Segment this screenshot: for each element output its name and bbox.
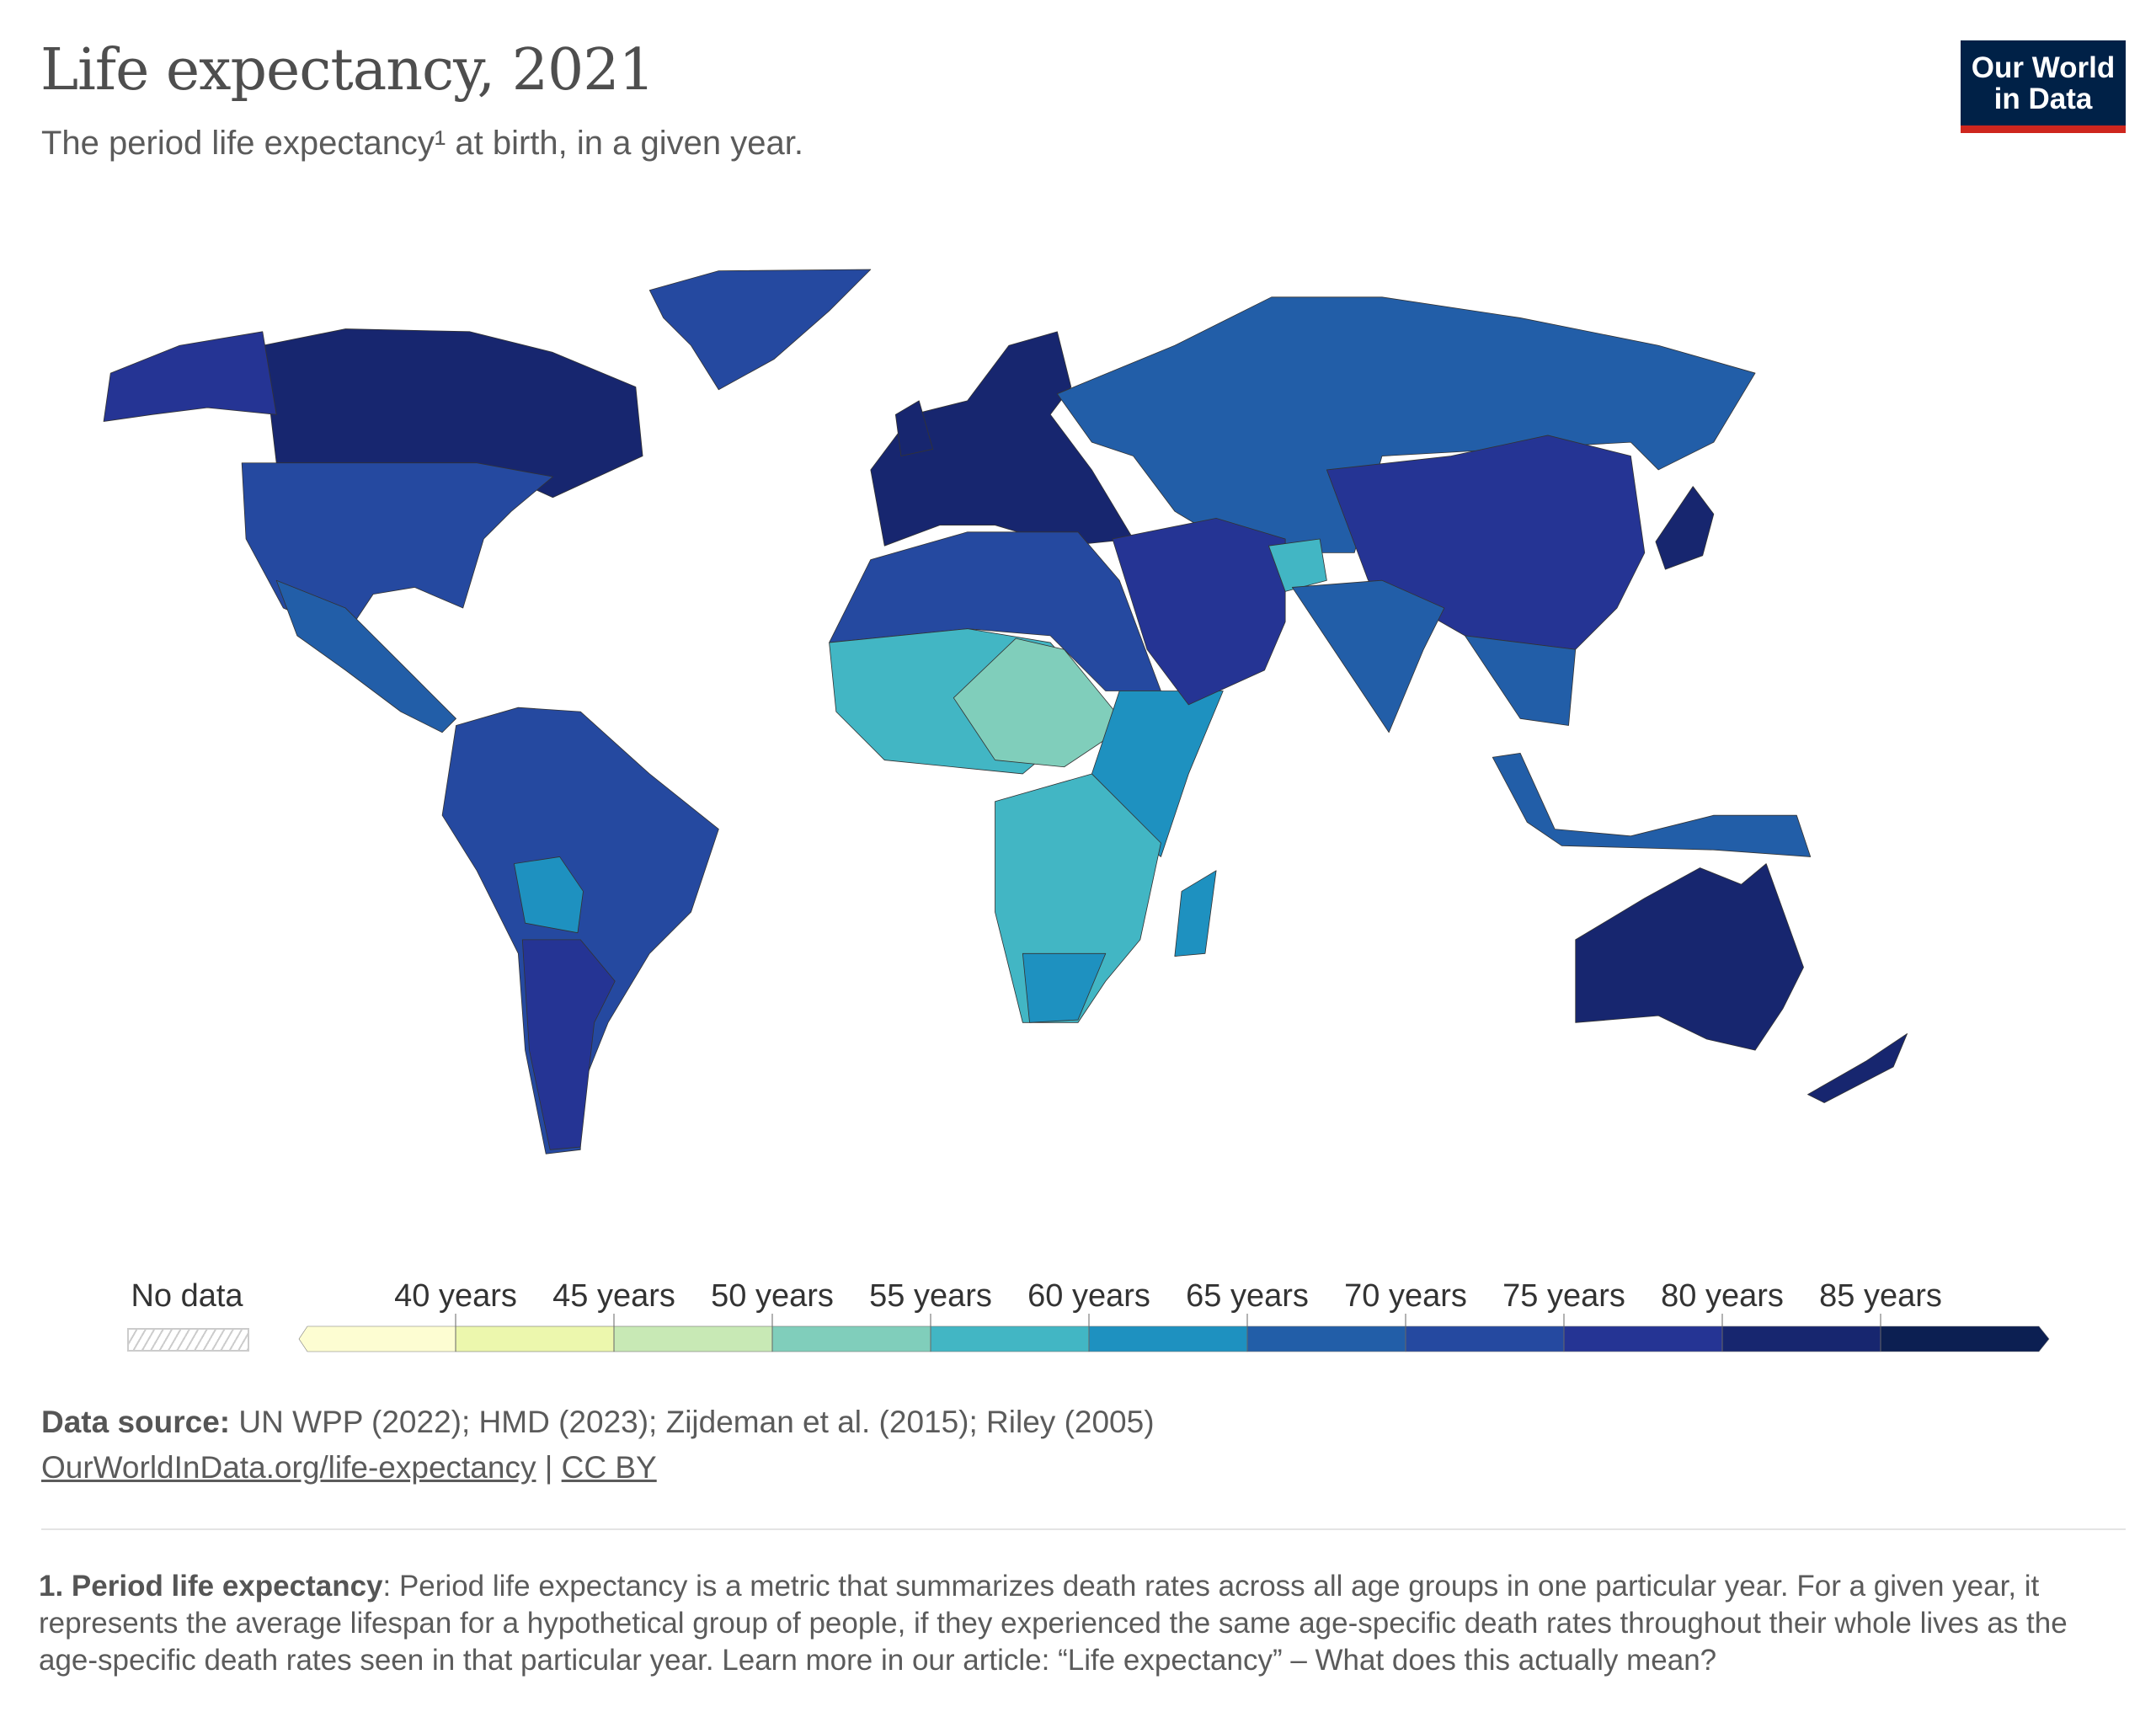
legend-bin-swatch[interactable] xyxy=(1721,1325,1881,1352)
legend-tick-label: 75 years xyxy=(1502,1278,1625,1314)
legend-tick-label: 40 years xyxy=(394,1278,517,1314)
license-link[interactable]: CC BY xyxy=(561,1450,657,1485)
link-separator: | xyxy=(544,1450,553,1485)
owid-logo[interactable]: Our World in Data xyxy=(1961,40,2126,133)
source-text: UN WPP (2022); HMD (2023); Zijdeman et a… xyxy=(238,1405,1155,1439)
footnote-label: 1. Period life expectancy xyxy=(39,1570,383,1603)
world-map xyxy=(103,269,1908,1155)
legend-bin-swatch[interactable] xyxy=(1563,1325,1723,1352)
legend-bin-swatch[interactable] xyxy=(613,1325,773,1352)
legend-tick-label: 55 years xyxy=(869,1278,992,1314)
legend-tick-label: 80 years xyxy=(1661,1278,1784,1314)
country-australia[interactable] xyxy=(1575,863,1804,1051)
source-links: OurWorldInData.org/life-expectancy | CC … xyxy=(41,1450,657,1485)
legend-tick-label: 45 years xyxy=(552,1278,675,1314)
region-middle-east[interactable] xyxy=(1112,517,1286,706)
legend-no-data-swatch xyxy=(127,1328,249,1352)
legend-tick-label: 65 years xyxy=(1186,1278,1309,1314)
legend-tick-label: 85 years xyxy=(1819,1278,1942,1314)
country-uk[interactable] xyxy=(894,400,934,456)
logo-line-2: in Data xyxy=(1993,83,2093,115)
region-southeast-asia[interactable] xyxy=(1465,635,1577,726)
legend-bin-swatch[interactable] xyxy=(1246,1325,1406,1352)
legend-bin-swatch[interactable] xyxy=(930,1325,1090,1352)
region-russia-central-asia[interactable] xyxy=(1056,296,1756,553)
country-mexico[interactable] xyxy=(275,579,456,733)
legend-tick-label: 50 years xyxy=(711,1278,834,1314)
country-new-zealand[interactable] xyxy=(1807,1033,1908,1103)
legend-no-data-label: No data xyxy=(131,1278,243,1314)
region-south-america[interactable] xyxy=(441,707,719,1155)
chart-title: Life expectancy, 2021 xyxy=(40,37,655,104)
region-europe[interactable] xyxy=(870,331,1134,547)
country-afghanistan[interactable] xyxy=(1268,538,1327,592)
source-label: Data source: xyxy=(41,1405,231,1439)
logo-line-1: Our World xyxy=(1971,51,2116,84)
country-bolivia[interactable] xyxy=(514,856,584,934)
footnote-text: : Period life expectancy is a metric tha… xyxy=(39,1570,2068,1677)
legend-bin-swatch[interactable] xyxy=(771,1325,931,1352)
country-japan[interactable] xyxy=(1655,486,1715,570)
legend-tick-label: 60 years xyxy=(1027,1278,1150,1314)
legend-bin-swatch[interactable] xyxy=(1088,1325,1248,1352)
region-north-africa[interactable] xyxy=(829,531,1161,691)
country-argentina[interactable] xyxy=(521,939,616,1150)
legend-tick-label: 70 years xyxy=(1344,1278,1467,1314)
article-link[interactable]: OurWorldInData.org/life-expectancy xyxy=(41,1450,536,1485)
country-alaska[interactable] xyxy=(103,331,277,422)
legend-bin-swatch[interactable] xyxy=(298,1325,456,1352)
legend-color-bar xyxy=(298,1314,2050,1352)
data-source: Data source: UN WPP (2022); HMD (2023); … xyxy=(41,1405,1155,1440)
legend-bin-swatch[interactable] xyxy=(455,1325,615,1352)
chart-subtitle: The period life expectancy¹ at birth, in… xyxy=(41,125,803,162)
country-usa[interactable] xyxy=(241,462,553,637)
divider xyxy=(41,1528,2126,1530)
country-madagascar[interactable] xyxy=(1174,870,1217,957)
legend-bin-swatch[interactable] xyxy=(1405,1325,1565,1352)
country-greenland[interactable] xyxy=(648,269,872,391)
region-indonesia[interactable] xyxy=(1492,752,1812,857)
country-india[interactable] xyxy=(1291,579,1445,733)
country-south-africa[interactable] xyxy=(1022,952,1107,1023)
legend-bin-swatch[interactable] xyxy=(1880,1325,2050,1352)
footnote: 1. Period life expectancy: Period life e… xyxy=(39,1568,2127,1679)
